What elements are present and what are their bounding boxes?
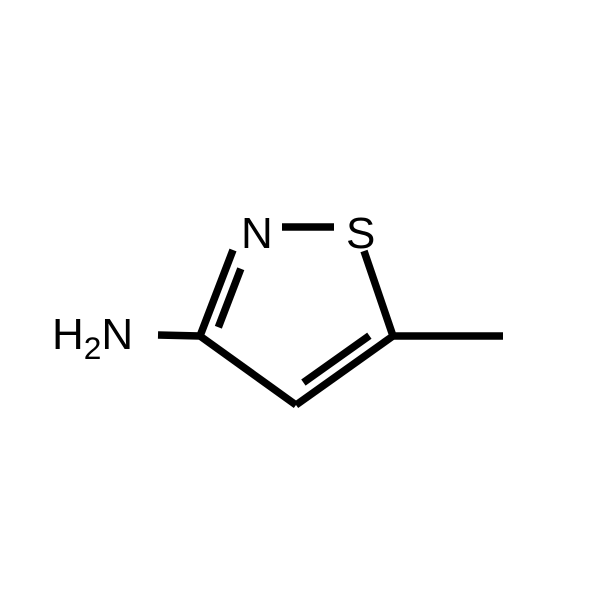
chemical-structure-diagram: N S H2N	[0, 0, 600, 600]
atom-label-N_ring: N	[241, 212, 273, 256]
bond-S-C5	[364, 251, 393, 336]
bond-C4-C3	[200, 336, 296, 405]
bond-C3-NH2	[158, 335, 200, 336]
bond-svg	[0, 0, 600, 600]
atom-label-S_ring: S	[346, 212, 375, 256]
bond-C5-C4	[296, 336, 393, 405]
atom-label-NH2: H2N	[52, 313, 133, 357]
